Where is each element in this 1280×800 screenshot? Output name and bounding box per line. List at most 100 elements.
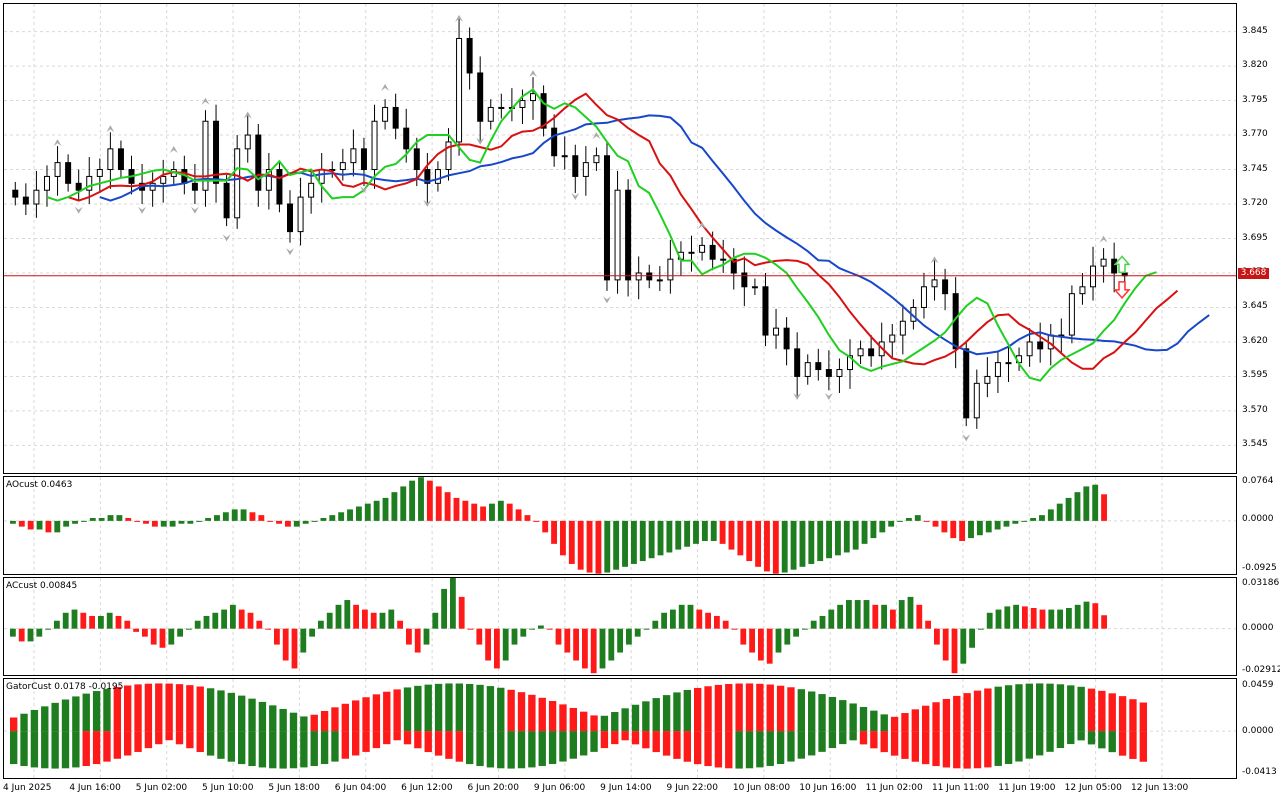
histogram-bar [134,520,141,522]
gator-lower-bar [134,731,142,752]
gator-lower-bar [580,731,588,756]
price-chart[interactable] [4,4,1236,473]
fractal-up-icon [592,132,601,140]
histogram-bar [881,604,887,629]
candle [65,154,72,192]
price-axis-label: 3.595 [1242,370,1268,381]
gator-upper-bar [818,694,826,732]
histogram-bar [684,520,691,547]
gator-upper-bar [414,685,422,732]
gator-lower-bar [849,731,857,741]
candle [762,272,769,347]
gator-lower-bar [901,731,909,759]
gator-upper-bar [424,684,432,732]
candle [1090,246,1097,301]
time-axis-label: 11 Jun 02:00 [865,783,923,793]
histogram-bar [1039,609,1046,629]
candle [720,239,727,273]
gator-upper-bar [652,698,660,732]
histogram-bar [444,492,451,521]
histogram-bar [1012,520,1019,524]
candle [857,340,864,365]
gator-upper-bar [725,684,733,732]
histogram-bar [27,628,34,642]
histogram-bar [177,628,183,637]
gator-upper-bar [352,700,360,732]
gator-upper-bar [984,688,992,732]
candle [783,317,790,366]
histogram-bar [18,628,25,642]
histogram-bar [400,486,407,521]
gator-lower-bar [269,731,277,769]
histogram-bar [186,628,192,630]
histogram-bar [489,503,495,521]
histogram-bar [639,520,646,562]
histogram-bar [648,520,655,559]
gator-lower-bar [196,731,204,753]
ac-indicator-pane[interactable]: ACcust 0.00845 [3,577,1237,676]
histogram-bar [670,609,676,629]
histogram-bar [143,520,149,524]
histogram-bar [613,520,620,570]
histogram-bar [923,520,930,522]
gator-upper-bar [1025,683,1033,732]
histogram-bar [274,628,280,645]
price-axis-label: 3.820 [1242,60,1268,71]
gator-lower-bar [206,731,215,756]
gator-upper-bar [901,713,909,732]
histogram-bar [626,628,632,645]
price-axis-label: 3.720 [1242,198,1268,208]
gator-lower-bar [569,731,577,759]
candle [1079,272,1086,305]
histogram-bar [687,604,694,629]
ao-indicator-pane[interactable]: AOcust 0.0463 [3,476,1237,575]
gator-indicator-pane[interactable]: GatorCust 0.0178 -0.0195 [3,678,1237,779]
gator-upper-bar [217,690,225,732]
price-chart-pane[interactable] [3,3,1237,474]
histogram-bar [533,520,540,522]
gator-lower-bar [61,731,70,769]
gator-upper-bar [227,692,235,732]
gator-upper-bar [735,683,743,732]
gator-lower-bar [92,731,101,765]
gator-label: GatorCust 0.0178 -0.0195 [6,682,124,692]
histogram-bar [968,520,974,539]
histogram-bar [586,520,593,573]
gator-lower-bar [155,731,163,745]
histogram-bar [870,520,877,539]
candle [540,85,547,137]
gator-lower-bar [165,731,173,741]
histogram-bar [960,628,967,664]
gator-lower-bar [621,731,629,741]
gator-upper-bar [165,683,173,732]
candle [963,340,970,427]
time-axis-label: 5 Jun 10:00 [202,783,254,793]
gator-lower-bar [279,731,287,769]
gator-lower-bar [1098,731,1106,749]
candle [836,358,843,393]
histogram-bar [10,628,16,637]
histogram-bar [925,620,931,629]
histogram-bar [480,506,487,521]
time-axis-label: 6 Jun 20:00 [467,783,519,793]
histogram-bar [265,628,271,630]
arrow-down-icon [1113,281,1131,299]
histogram-bar [18,520,25,527]
histogram-bar [1066,608,1072,629]
gator-upper-bar [683,690,691,732]
gator-upper-bar [1129,699,1137,732]
histogram-bar [318,620,324,629]
histogram-bar [852,520,859,550]
gator-lower-bar [72,731,80,768]
gator-upper-bar [383,691,391,732]
histogram-bar [364,503,371,521]
gator-lower-bar [1015,731,1023,762]
fractal-up-icon [529,70,538,78]
histogram-bar [282,628,289,661]
fractal-down-icon [571,192,580,200]
gator-upper-bar [51,702,59,732]
histogram-bar [506,503,513,521]
histogram-bar [568,520,575,564]
gator-lower-bar [352,731,360,756]
histogram-bar [205,518,212,521]
